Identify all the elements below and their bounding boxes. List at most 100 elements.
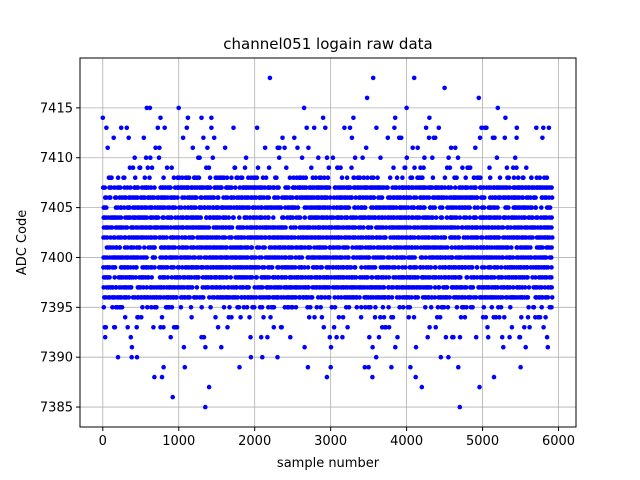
data-point	[392, 125, 397, 131]
data-point	[522, 285, 528, 290]
data-point	[263, 175, 269, 180]
data-point	[306, 315, 312, 320]
data-point	[201, 135, 206, 141]
data-point	[436, 125, 442, 131]
data-point	[216, 195, 221, 200]
data-point	[336, 315, 342, 320]
data-point	[469, 265, 475, 270]
data-point	[236, 305, 242, 310]
data-point	[428, 305, 434, 310]
data-point	[402, 255, 407, 260]
data-point	[253, 255, 258, 260]
data-point	[262, 245, 268, 250]
outlier-point	[100, 115, 106, 121]
data-point	[266, 275, 272, 280]
data-point	[525, 265, 530, 270]
data-point	[261, 195, 267, 200]
data-point	[422, 155, 427, 160]
data-point	[134, 325, 139, 330]
outlier-point	[503, 115, 508, 121]
data-point	[487, 165, 492, 170]
data-point	[473, 215, 479, 220]
data-point	[387, 175, 393, 180]
data-point	[137, 245, 142, 250]
data-point	[415, 275, 421, 280]
chart-title: channel051 logain raw data	[223, 35, 432, 53]
data-point	[499, 265, 504, 270]
data-point	[473, 185, 478, 190]
data-point	[190, 145, 196, 151]
data-point	[512, 155, 518, 160]
data-point	[549, 215, 554, 220]
data-point	[430, 155, 435, 160]
data-point	[271, 305, 277, 310]
data-point	[508, 225, 513, 230]
data-point	[495, 265, 501, 270]
data-point	[139, 315, 144, 320]
data-point	[531, 305, 537, 310]
data-point	[292, 235, 298, 240]
data-point	[266, 215, 271, 220]
data-point	[121, 205, 127, 210]
data-point	[201, 295, 206, 300]
data-point	[435, 235, 441, 240]
data-point	[242, 235, 247, 240]
plot-frame	[79, 57, 577, 428]
data-point	[359, 265, 364, 270]
data-point	[440, 205, 445, 210]
data-point	[109, 175, 114, 180]
data-point	[365, 275, 370, 280]
data-point	[203, 344, 208, 350]
data-point	[151, 195, 157, 200]
data-point	[430, 215, 436, 220]
data-point	[168, 225, 174, 230]
data-point	[473, 334, 479, 340]
data-point	[330, 155, 336, 160]
data-point	[184, 125, 190, 131]
data-point	[259, 205, 265, 210]
data-point	[196, 275, 201, 280]
data-point	[190, 235, 196, 240]
data-point	[132, 175, 138, 180]
data-point	[492, 275, 497, 280]
data-point	[156, 155, 162, 160]
data-point	[141, 135, 147, 141]
data-point	[111, 135, 116, 141]
data-point	[172, 205, 178, 210]
data-point	[454, 175, 459, 180]
data-point	[456, 235, 462, 240]
outlier-point	[351, 115, 356, 121]
data-point	[155, 215, 161, 220]
outlier-point	[419, 384, 425, 390]
data-point	[380, 305, 386, 310]
data-point	[249, 245, 255, 250]
data-point	[288, 334, 293, 340]
data-point	[229, 175, 234, 180]
data-point	[497, 315, 502, 320]
data-point	[460, 225, 465, 230]
data-point	[149, 205, 155, 210]
data-point	[108, 235, 113, 240]
data-point	[378, 315, 383, 320]
data-point	[231, 125, 236, 131]
data-point	[482, 195, 487, 200]
data-point	[254, 175, 260, 180]
data-point	[326, 185, 332, 190]
outlier-point	[115, 354, 121, 360]
data-point	[225, 325, 230, 330]
outlier-point	[389, 364, 394, 370]
data-point	[109, 225, 115, 230]
data-point	[338, 295, 344, 300]
data-point	[508, 305, 513, 310]
data-point	[274, 175, 279, 180]
data-point	[412, 255, 418, 260]
data-point	[539, 305, 544, 310]
data-point	[289, 255, 295, 260]
data-point	[228, 275, 233, 280]
data-point	[245, 255, 250, 260]
data-point	[410, 145, 416, 151]
data-point	[530, 215, 535, 220]
data-point	[242, 165, 248, 170]
data-point	[318, 175, 324, 180]
data-point	[117, 245, 123, 250]
